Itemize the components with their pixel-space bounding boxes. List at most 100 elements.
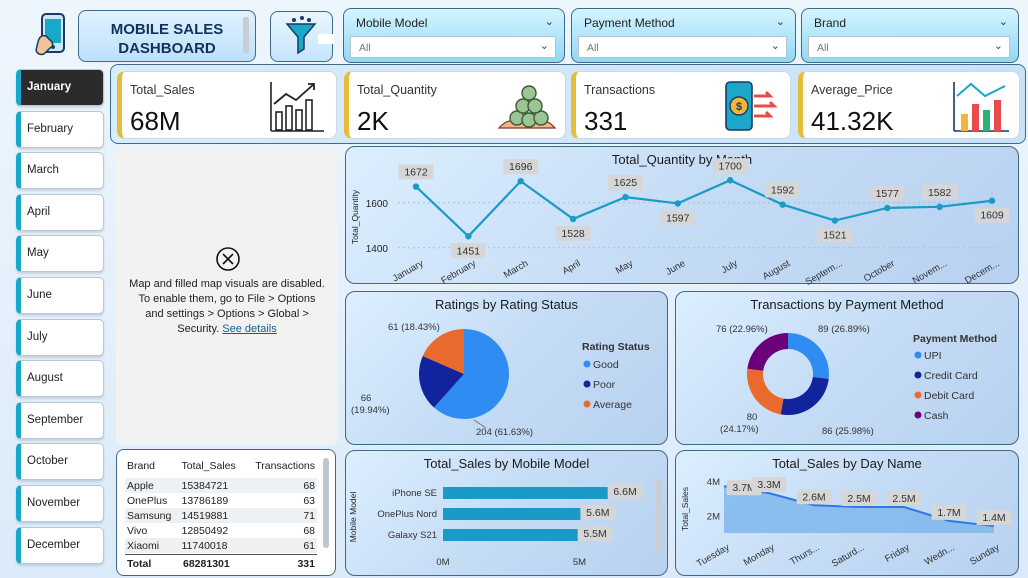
y-axis-label: Total_Sales [680, 487, 690, 531]
data-point [726, 177, 734, 184]
total-label: Total [127, 558, 152, 570]
area-series-line [723, 485, 995, 528]
cell-total-sales: 15384721 [179, 478, 246, 493]
month-button-august[interactable]: August [16, 360, 104, 398]
title-line-1: MOBILE SALES [110, 21, 224, 38]
legend-item-debit-card: Debit Card [924, 390, 974, 402]
kpi-title: Average_Price [811, 83, 893, 97]
data-label-group: 1696 [503, 159, 539, 175]
cell-brand: Apple [125, 478, 180, 493]
pie-slice-average [422, 329, 464, 374]
kpi-title: Transactions [584, 83, 656, 97]
data-label: 1696 [509, 161, 533, 173]
slicer-mobile-model[interactable]: Mobile Model ⌄ All ⌄ [343, 8, 565, 63]
data-label-group: 1672 [398, 164, 434, 180]
slicer-dropdown[interactable]: All ⌄ [350, 36, 556, 58]
funnel-icon [285, 16, 336, 55]
column-header-total-sales[interactable]: Total_Sales [181, 460, 236, 472]
data-label-bg [577, 526, 613, 541]
data-point [412, 183, 420, 190]
data-label: 1582 [928, 187, 952, 199]
data-label: 1700 [719, 160, 743, 172]
data-label: 2.5M [892, 493, 915, 505]
month-button-june[interactable]: June [16, 277, 104, 314]
kpi-title: Total_Sales [130, 83, 195, 97]
data-label-group: 5.5M [577, 526, 613, 541]
dashboard-title: MOBILE SALES DASHBOARD [78, 10, 256, 62]
column-header-brand[interactable]: Brand [127, 460, 156, 472]
month-button-november[interactable]: November [16, 485, 104, 522]
legend-item-good: Good [593, 359, 619, 371]
month-button-may[interactable]: May [16, 235, 104, 273]
title-line-2: DASHBOARD [118, 40, 216, 57]
cell-total-sales: 12850492 [181, 524, 229, 537]
y-axis-label: Total_Quantity [350, 189, 360, 244]
data-label-bg [608, 175, 643, 191]
data-label-bg [660, 210, 696, 226]
clear-filters-button[interactable] [270, 11, 336, 62]
slicer-dropdown[interactable]: All ⌄ [578, 36, 787, 58]
donut-slice-debit-card [747, 368, 784, 415]
x-tick-label: Decem... [963, 258, 1001, 285]
column-header-transactions[interactable]: Transactions [255, 460, 315, 472]
data-label-bg [765, 182, 800, 198]
table-total-row: Total 68281301 331 [125, 554, 317, 570]
table-scrollbar[interactable] [323, 458, 329, 548]
legend-item-average: Average [593, 399, 632, 411]
month-button-february[interactable]: February [16, 110, 104, 148]
data-label: 1592 [771, 185, 795, 197]
total-sales-value: 68281301 [183, 558, 230, 570]
legend-title: Rating Status [582, 341, 650, 353]
data-label: 5.6M [586, 507, 609, 519]
see-details-link[interactable]: See details [222, 323, 277, 335]
x-tick-label: Thurs... [788, 542, 821, 568]
mobile-phone-icon [34, 12, 74, 60]
bar [443, 487, 624, 499]
month-button-april[interactable]: April [16, 193, 104, 231]
month-button-march[interactable]: March [16, 152, 104, 190]
data-label-group: 1625 [608, 175, 643, 191]
chevron-down-icon[interactable]: ⌄ [998, 16, 1008, 28]
table-row: OnePlus 13786189 63 [125, 493, 317, 508]
month-button-september[interactable]: September [16, 401, 104, 439]
month-button-july[interactable]: July [16, 318, 104, 356]
data-label-bg [817, 227, 853, 243]
table-row: Samsung 14519881 71 [125, 508, 317, 523]
quantity-by-month-panel: Total_Quantity by Month Total_Quantity 16… [345, 146, 1019, 285]
data-label-bg [555, 225, 591, 241]
slicer-value: All [359, 42, 371, 54]
chevron-down-icon: ⌄ [993, 40, 1003, 52]
slicer-dropdown[interactable]: All ⌄ [808, 36, 1010, 58]
data-label: 76 (22.96%) [716, 324, 768, 335]
legend-marker [914, 371, 922, 379]
brand-sales-table: Brand Total_Sales Transactions Apple 1538… [116, 449, 336, 576]
ratings-panel: Ratings by Rating Status 204 (61.63%) 66(… [345, 291, 668, 445]
x-tick-label: April [561, 258, 583, 277]
data-label-group: 2.6M [796, 489, 832, 505]
bar-chart-growth-icon [270, 82, 324, 132]
slicer-value: All [587, 42, 599, 54]
sales-by-day-panel: Total_Sales by Day Name Total_Sales 4M 2M 3… [675, 450, 1019, 576]
chevron-down-icon[interactable]: ⌄ [775, 16, 785, 28]
y-tick-label: 4M [707, 477, 720, 488]
slicer-brand[interactable]: Brand ⌄ All ⌄ [801, 8, 1019, 63]
legend-title: Payment Method [913, 333, 997, 345]
data-label: 204 (61.63%) [476, 427, 533, 438]
legend-marker [583, 380, 591, 388]
data-label: 1597 [666, 212, 690, 224]
chart-title: Transactions by Payment Method [750, 297, 944, 312]
month-button-january[interactable]: January [16, 69, 104, 106]
table-row: Xiaomi 11740018 61 [125, 538, 317, 553]
kpi-value: 41.32K [811, 106, 894, 136]
slicer-payment-method[interactable]: Payment Method ⌄ All ⌄ [571, 8, 796, 63]
kpi-value: 331 [584, 106, 628, 136]
chevron-down-icon[interactable]: ⌄ [544, 16, 554, 28]
month-button-december[interactable]: December [16, 526, 104, 564]
data-point [674, 200, 682, 207]
x-tick-label: Saturd... [830, 542, 867, 569]
month-button-october[interactable]: October [16, 443, 104, 481]
data-label-group: 1597 [660, 210, 696, 226]
slicer-label: Brand [814, 16, 847, 30]
kpi-total-sales: Total_Sales 68M [117, 71, 337, 139]
data-label-bg [450, 243, 486, 259]
